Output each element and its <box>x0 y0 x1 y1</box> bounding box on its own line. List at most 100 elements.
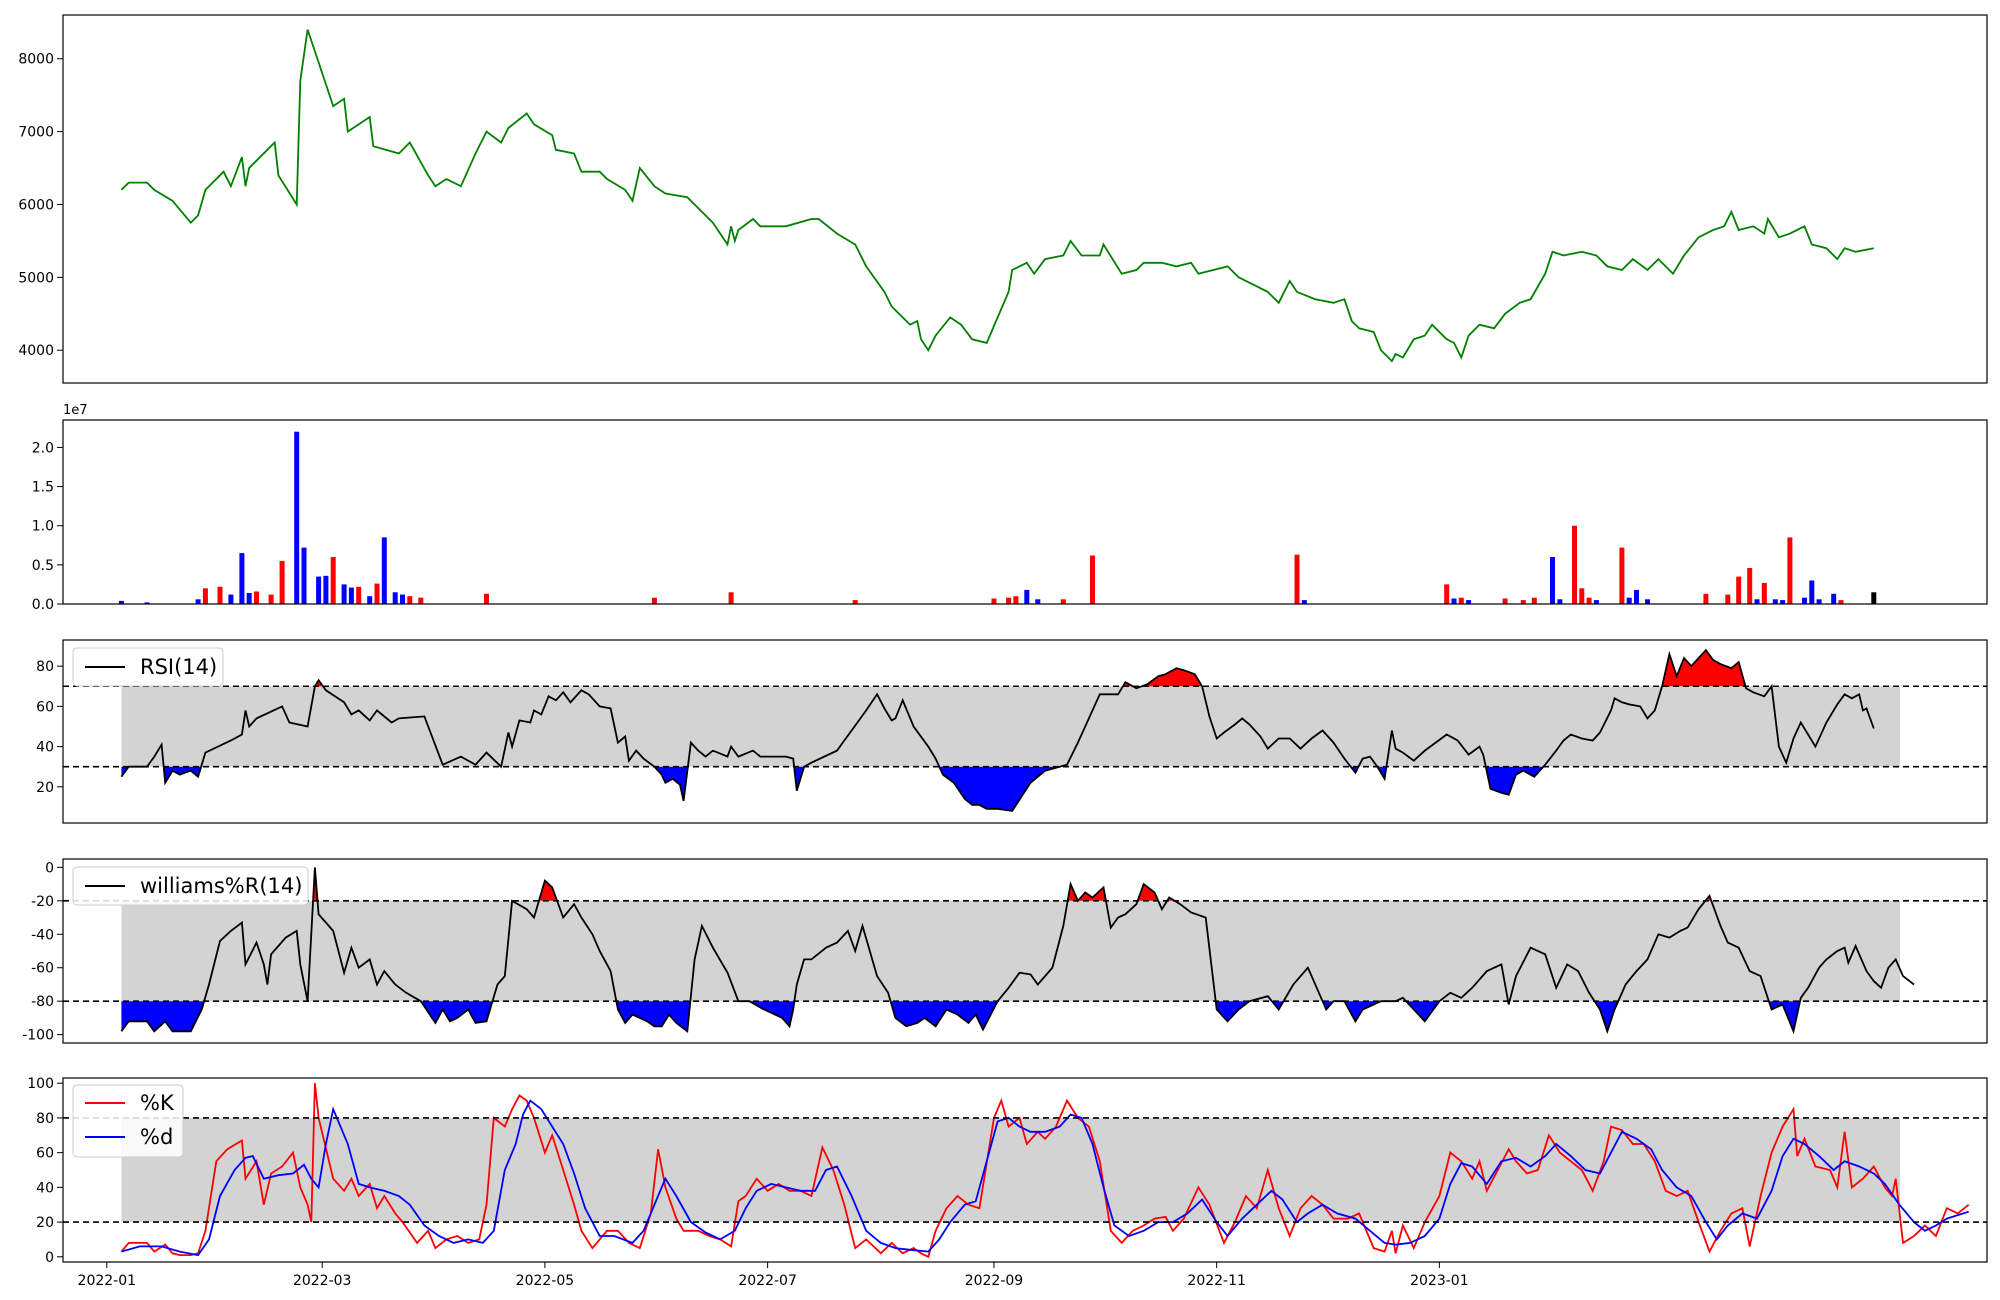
volume-bar <box>1634 590 1639 604</box>
x-tick-label: 2022-01 <box>78 1273 137 1289</box>
volume-y-tick-label: 1.0 <box>32 519 54 535</box>
volume-bar <box>1459 598 1464 604</box>
volume-bar <box>316 577 321 604</box>
volume-bar <box>1802 598 1807 604</box>
volume-bar <box>349 588 354 604</box>
volume-bar <box>375 584 380 604</box>
plot-frame <box>63 15 1987 383</box>
williams-under-fill <box>616 1001 690 1031</box>
volume-y-tick-label: 2.0 <box>32 440 54 456</box>
volume-bar <box>1090 556 1095 605</box>
volume-bar <box>239 553 244 604</box>
volume-bar <box>228 595 233 604</box>
williams-y-tick-label: -60 <box>31 961 54 977</box>
volume-bar <box>400 595 405 604</box>
volume-bar <box>1295 555 1300 604</box>
volume-bar <box>1024 590 1029 604</box>
volume-bar <box>203 588 208 604</box>
d-legend-label: %d <box>140 1125 173 1149</box>
volume-bar <box>1787 537 1792 604</box>
williams-y-tick-label: -40 <box>31 927 54 943</box>
williams-under-fill <box>121 1001 204 1031</box>
price-y-tick-label: 7000 <box>18 125 54 141</box>
williams-y-tick-label: -100 <box>22 1028 54 1044</box>
price-y-tick-label: 5000 <box>18 270 54 286</box>
volume-bar <box>196 599 201 604</box>
volume-y-tick-label: 0.5 <box>32 558 54 574</box>
x-tick-label: 2022-05 <box>516 1273 575 1289</box>
volume-bar <box>1725 595 1730 604</box>
volume-bar <box>1871 592 1876 604</box>
volume-bar <box>1452 599 1457 605</box>
rsi-y-tick-label: 80 <box>36 659 54 675</box>
price-line <box>121 30 1873 362</box>
stochastic-y-tick-label: 80 <box>36 1111 54 1127</box>
williams-y-tick-label: -20 <box>31 894 54 910</box>
rsi-y-tick-label: 20 <box>36 780 54 796</box>
stochastic-y-tick-label: 100 <box>27 1076 54 1092</box>
volume-bar <box>331 557 336 604</box>
williams-legend-label: williams%R(14) <box>140 874 302 898</box>
volume-bar <box>1572 526 1577 604</box>
volume-bar <box>1579 588 1584 604</box>
volume-bar <box>1627 598 1632 604</box>
volume-bar <box>247 593 252 604</box>
price-y-tick-label: 8000 <box>18 52 54 68</box>
x-tick-label: 2023-01 <box>1410 1273 1469 1289</box>
stochastic-y-tick-label: 40 <box>36 1180 54 1196</box>
price-y-tick-label: 4000 <box>18 343 54 359</box>
x-tick-label: 2022-09 <box>965 1273 1024 1289</box>
plot-frame <box>63 420 1987 604</box>
rsi-legend-label: RSI(14) <box>140 655 217 679</box>
volume-bar <box>356 587 361 604</box>
volume-bar <box>1703 594 1708 604</box>
x-tick-label: 2022-11 <box>1187 1273 1246 1289</box>
volume-bar <box>484 594 489 604</box>
volume-bar <box>1747 568 1752 604</box>
stochastic-legend: %K %d <box>73 1085 183 1157</box>
volume-multiplier-label: 1e7 <box>63 403 88 418</box>
stochastic-y-tick-label: 60 <box>36 1146 54 1162</box>
rsi-band <box>121 686 1900 766</box>
volume-bar <box>1817 599 1822 604</box>
volume-bar <box>1532 598 1537 604</box>
volume-bar <box>407 596 412 604</box>
volume-bar <box>382 537 387 604</box>
volume-bar <box>342 584 347 604</box>
volume-bar <box>1645 599 1650 604</box>
volume-bar <box>294 432 299 604</box>
x-tick-label: 2022-07 <box>738 1273 797 1289</box>
stochastic-y-tick-label: 0 <box>45 1250 54 1266</box>
volume-bar <box>1557 599 1562 604</box>
volume-bar <box>729 592 734 604</box>
volume-bar <box>1503 599 1508 605</box>
williams-y-tick-label: -80 <box>31 994 54 1010</box>
volume-bar <box>1736 577 1741 604</box>
rsi-y-tick-label: 40 <box>36 740 54 756</box>
volume-bar <box>1006 598 1011 604</box>
volume-bar <box>1444 584 1449 604</box>
volume-bar <box>1762 583 1767 604</box>
williams-panel: 0 -20 -40 -60 -80 -100 williams%R(14) <box>22 859 1987 1044</box>
price-y-tick-label: 6000 <box>18 197 54 213</box>
stochastic-y-tick-label: 20 <box>36 1215 54 1231</box>
volume-bar <box>1619 548 1624 604</box>
volume-bar <box>1587 598 1592 604</box>
rsi-y-tick-label: 60 <box>36 699 54 715</box>
volume-bar <box>393 592 398 604</box>
rsi-legend: RSI(14) <box>73 648 223 686</box>
williams-under-fill <box>421 1001 493 1023</box>
volume-bar <box>992 599 997 605</box>
volume-bar <box>218 587 223 604</box>
volume-bar <box>302 548 307 604</box>
price-panel: 4000 5000 6000 7000 8000 <box>18 15 1987 383</box>
volume-bar <box>1831 594 1836 604</box>
stochastic-panel: 0 20 40 60 80 100 %K %d <box>27 1076 1987 1266</box>
volume-bar <box>367 596 372 604</box>
x-tick-label: 2022-03 <box>293 1273 352 1289</box>
volume-bar <box>1061 599 1066 604</box>
volume-bar <box>1035 599 1040 604</box>
volume-panel: 1e7 0.0 0.5 1.0 1.5 2.0 <box>32 403 1987 613</box>
volume-bar <box>254 592 259 605</box>
